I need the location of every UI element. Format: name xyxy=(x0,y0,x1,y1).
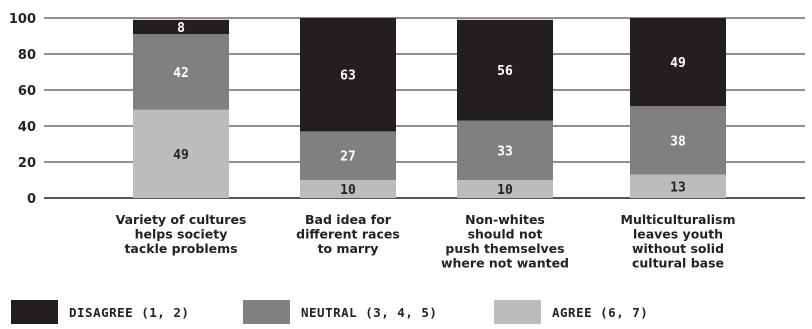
category-label-line: Bad idea for xyxy=(305,212,392,227)
data-label: 42 xyxy=(173,66,189,81)
category-label: Variety of cultures helps society tackle p… xyxy=(116,212,247,256)
y-tick-label: 0 xyxy=(27,192,36,207)
legend-label: DISAGREE (1, 2) xyxy=(69,305,189,320)
category-label-line: should not xyxy=(468,227,543,242)
category-label: Non-whites should not push themselves where… xyxy=(441,212,569,271)
category-label-line: Non-whites xyxy=(465,212,545,227)
category-label-line: without solid xyxy=(632,241,724,256)
category-label-line: cultural base xyxy=(632,256,724,271)
data-label: 38 xyxy=(670,134,686,149)
y-axis: 0 20 40 60 80 100 xyxy=(9,12,36,207)
data-label: 63 xyxy=(340,69,356,84)
bar-segment xyxy=(630,18,726,107)
legend-label: AGREE (6, 7) xyxy=(552,305,648,320)
y-tick-label: 100 xyxy=(9,12,36,27)
y-tick-label: 40 xyxy=(18,120,36,135)
data-label: 49 xyxy=(173,148,189,163)
category-label-line: leaves youth xyxy=(633,227,723,242)
bars xyxy=(133,18,726,198)
bar-segment xyxy=(300,180,396,198)
bar-segment xyxy=(630,174,726,198)
bar-segment xyxy=(457,180,553,198)
data-label: 56 xyxy=(497,64,513,79)
bar-segment xyxy=(133,109,229,198)
value-labels: 49 42 8 10 27 63 10 33 56 13 38 49 xyxy=(173,21,686,198)
data-label: 8 xyxy=(177,21,185,36)
category-label: Multiculturalism leaves youth without soli… xyxy=(621,212,736,271)
bar-segment xyxy=(133,19,229,35)
bar-segment xyxy=(300,131,396,180)
bar-segment xyxy=(300,18,396,132)
category-label-line: Multiculturalism xyxy=(621,212,736,227)
category-labels: Variety of cultures helps society tackle p… xyxy=(116,212,736,271)
bar-segment xyxy=(133,34,229,110)
data-label: 10 xyxy=(340,183,356,198)
data-label: 33 xyxy=(497,144,513,159)
y-tick-label: 60 xyxy=(18,84,36,99)
data-label: 10 xyxy=(497,183,513,198)
category-label-line: helps society xyxy=(135,227,228,242)
legend-swatch xyxy=(243,300,290,324)
y-tick-label: 80 xyxy=(18,48,36,63)
legend-swatch xyxy=(11,300,58,324)
category-label: Bad idea for different races to marry xyxy=(296,212,400,256)
legend-label: NEUTRAL (3, 4, 5) xyxy=(301,305,437,320)
category-label-line: Variety of cultures xyxy=(116,212,247,227)
category-label-line: tackle problems xyxy=(124,241,237,256)
category-label-line: to marry xyxy=(318,241,379,256)
category-label-line: where not wanted xyxy=(441,256,569,271)
category-label-line: push themselves xyxy=(445,241,564,256)
legend-swatch xyxy=(494,300,541,324)
data-label: 27 xyxy=(340,150,356,165)
category-label-line: different races xyxy=(296,227,400,242)
legend: DISAGREE (1, 2) NEUTRAL (3, 4, 5) AGREE (6… xyxy=(11,300,648,324)
y-tick-label: 20 xyxy=(18,156,36,171)
bar-segment xyxy=(457,19,553,121)
data-label: 49 xyxy=(670,56,686,71)
bar-segment xyxy=(630,106,726,175)
data-label: 13 xyxy=(670,180,686,195)
bar-segment xyxy=(457,120,553,180)
